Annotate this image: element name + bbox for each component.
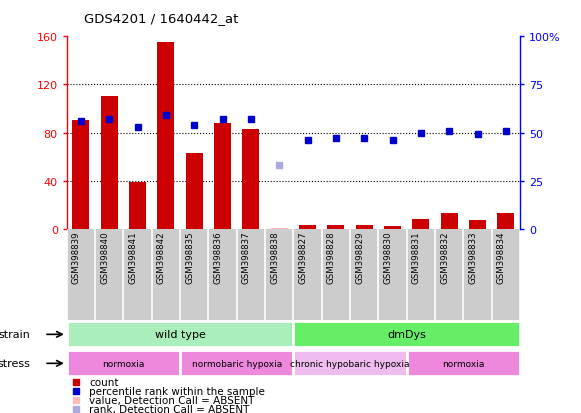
Bar	[299, 225, 316, 229]
Bar	[214, 123, 231, 229]
Bar	[129, 183, 146, 229]
Bar	[440, 214, 458, 229]
Text: GDS4201 / 1640442_at: GDS4201 / 1640442_at	[84, 12, 239, 25]
Bar	[157, 43, 174, 229]
Bar	[413, 220, 429, 229]
Bar	[73, 121, 89, 229]
Text: count: count	[89, 377, 119, 387]
Text: GSM398832: GSM398832	[440, 231, 449, 284]
Text: dmDys: dmDys	[388, 330, 426, 339]
Bar	[67, 321, 293, 348]
Text: value, Detection Call = ABSENT: value, Detection Call = ABSENT	[89, 395, 255, 405]
Bar	[356, 225, 373, 229]
Bar	[469, 221, 486, 229]
Text: GSM398836: GSM398836	[214, 231, 223, 284]
Bar	[293, 321, 520, 348]
Text: GSM398841: GSM398841	[128, 231, 138, 284]
Text: normoxia: normoxia	[442, 359, 485, 368]
Text: rank, Detection Call = ABSENT: rank, Detection Call = ABSENT	[89, 404, 250, 413]
Bar	[242, 130, 259, 229]
Bar	[67, 350, 180, 377]
Text: GSM398829: GSM398829	[355, 231, 364, 283]
Text: GSM398838: GSM398838	[270, 231, 279, 284]
Bar	[407, 350, 520, 377]
Text: normoxia: normoxia	[102, 359, 145, 368]
Text: GSM398834: GSM398834	[497, 231, 506, 284]
Text: chronic hypobaric hypoxia: chronic hypobaric hypoxia	[290, 359, 410, 368]
Text: stress: stress	[0, 358, 30, 368]
Text: GSM398835: GSM398835	[185, 231, 194, 284]
Bar	[101, 97, 118, 229]
Text: GSM398837: GSM398837	[242, 231, 251, 284]
Text: GSM398842: GSM398842	[157, 231, 166, 284]
Text: strain: strain	[0, 330, 30, 339]
Text: GSM398828: GSM398828	[327, 231, 336, 284]
Text: GSM398830: GSM398830	[383, 231, 393, 284]
Bar	[180, 350, 293, 377]
Text: GSM398839: GSM398839	[72, 231, 81, 283]
Text: wild type: wild type	[155, 330, 206, 339]
Bar	[186, 154, 203, 229]
Text: GSM398840: GSM398840	[101, 231, 109, 284]
Bar	[497, 214, 514, 229]
Text: GSM398827: GSM398827	[299, 231, 307, 284]
Bar	[271, 228, 288, 229]
Bar	[293, 350, 407, 377]
Bar	[384, 227, 401, 229]
Text: percentile rank within the sample: percentile rank within the sample	[89, 386, 266, 396]
Bar	[328, 225, 345, 229]
Text: GSM398831: GSM398831	[412, 231, 421, 284]
Text: GSM398833: GSM398833	[468, 231, 478, 284]
Text: normobaric hypoxia: normobaric hypoxia	[192, 359, 282, 368]
